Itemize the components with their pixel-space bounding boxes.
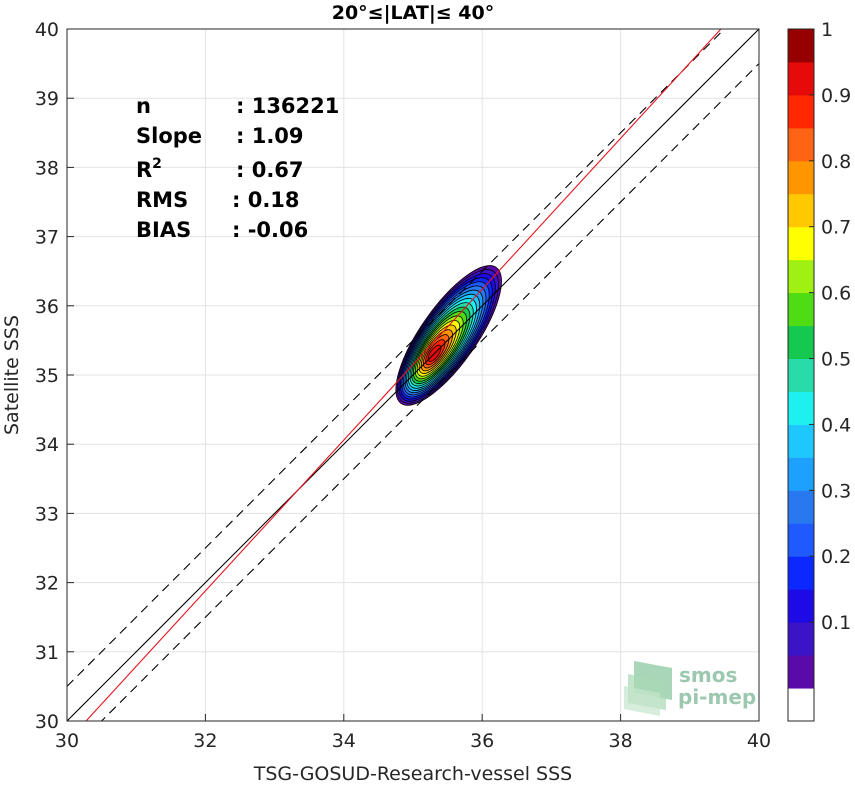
colorbar-band (788, 61, 814, 96)
colorbar-band (788, 424, 814, 458)
lower-dashed-line (100, 63, 759, 721)
colorbar-band (788, 490, 814, 524)
x-tick-label: 32 (193, 730, 217, 752)
colorbar-band (788, 325, 814, 360)
colorbar-band (788, 193, 814, 228)
colorbar-band (788, 688, 814, 722)
colorbar-tick-label: 0.5 (821, 349, 851, 371)
colorbar-band (788, 29, 814, 63)
colorbar-band (788, 655, 814, 689)
colorbar-band (788, 523, 814, 557)
y-tick-label: 33 (35, 503, 59, 525)
stat-label: Slope (136, 124, 202, 148)
y-axis-label: Satellite SSS (1, 315, 23, 435)
stat-label: RMS (136, 188, 188, 212)
colorbar-tick-label: 0.7 (821, 217, 851, 239)
density-contours (395, 265, 502, 406)
y-tick-label: 34 (35, 434, 59, 456)
y-tick-label: 31 (35, 642, 59, 664)
colorbar-band (788, 589, 814, 623)
stat-value: : 0.18 (232, 188, 300, 212)
x-tick-label: 38 (609, 730, 633, 752)
colorbar-tick-label: 1 (821, 19, 833, 41)
colorbar-band (788, 556, 814, 590)
colorbar-band (788, 622, 814, 656)
colorbar-band (788, 259, 814, 294)
y-tick-label: 30 (35, 711, 59, 733)
colorbar-tick-label: 0.9 (821, 85, 851, 107)
chart-title: 20°≤|LAT|≤ 40° (332, 2, 495, 24)
identity-line (67, 29, 759, 721)
superscript: 2 (152, 156, 162, 172)
colorbar-tick-label: 0.3 (821, 480, 851, 502)
stat-label: BIAS (136, 218, 191, 242)
y-tick-label: 36 (35, 296, 59, 318)
logo-line2: pi-mep (678, 685, 756, 709)
colorbar-tick-label: 0.2 (821, 546, 851, 568)
stat-value: : -0.06 (232, 218, 308, 242)
colorbar-band (788, 358, 814, 392)
y-tick-label: 39 (35, 88, 59, 110)
y-tick-label: 40 (35, 19, 59, 41)
colorbar-tick-label: 0.4 (821, 414, 851, 436)
grid (66, 28, 760, 722)
axis-ticks: 30 32 34 36 38 40 30 31 32 33 34 35 36 37 38 39 40 (35, 19, 771, 752)
colorbar-frame (787, 28, 815, 722)
y-tick-label: 37 (35, 227, 59, 249)
stat-value: : 0.67 (236, 158, 304, 182)
stat-value: : 1.09 (236, 124, 304, 148)
colorbar-band (788, 127, 814, 162)
x-tick-label: 40 (747, 730, 771, 752)
logo-waves-icon (624, 661, 672, 716)
stat-label: n (136, 94, 151, 118)
x-tick-label: 36 (470, 730, 494, 752)
logo-line1: smos (679, 663, 737, 687)
y-tick-label: 38 (35, 157, 59, 179)
reference-lines (67, 29, 759, 721)
y-tick-label: 32 (35, 573, 59, 595)
colorbar-band (788, 292, 814, 327)
colorbar-band (788, 391, 814, 425)
colorbar-band (788, 94, 814, 129)
colorbar-band (788, 160, 814, 195)
x-tick-label: 30 (55, 730, 79, 752)
colorbar: 0.1 0.2 0.3 0.4 0.5 0.6 0.7 0.8 0.9 1 (787, 19, 851, 722)
colorbar-tick-label: 0.8 (821, 151, 851, 173)
logo: smos pi-mep (624, 661, 756, 716)
x-tick-label: 34 (332, 730, 356, 752)
stat-value: : 136221 (236, 94, 339, 118)
regression-line (85, 29, 722, 721)
colorbar-tick-label: 0.1 (821, 612, 851, 634)
colorbar-band (788, 457, 814, 491)
y-tick-label: 35 (35, 365, 59, 387)
colorbar-band (788, 226, 814, 261)
x-axis-label: TSG-GOSUD-Research-vessel SSS (253, 763, 573, 784)
upper-dashed-line (67, 29, 726, 687)
colorbar-tick-label: 0.6 (821, 283, 851, 305)
